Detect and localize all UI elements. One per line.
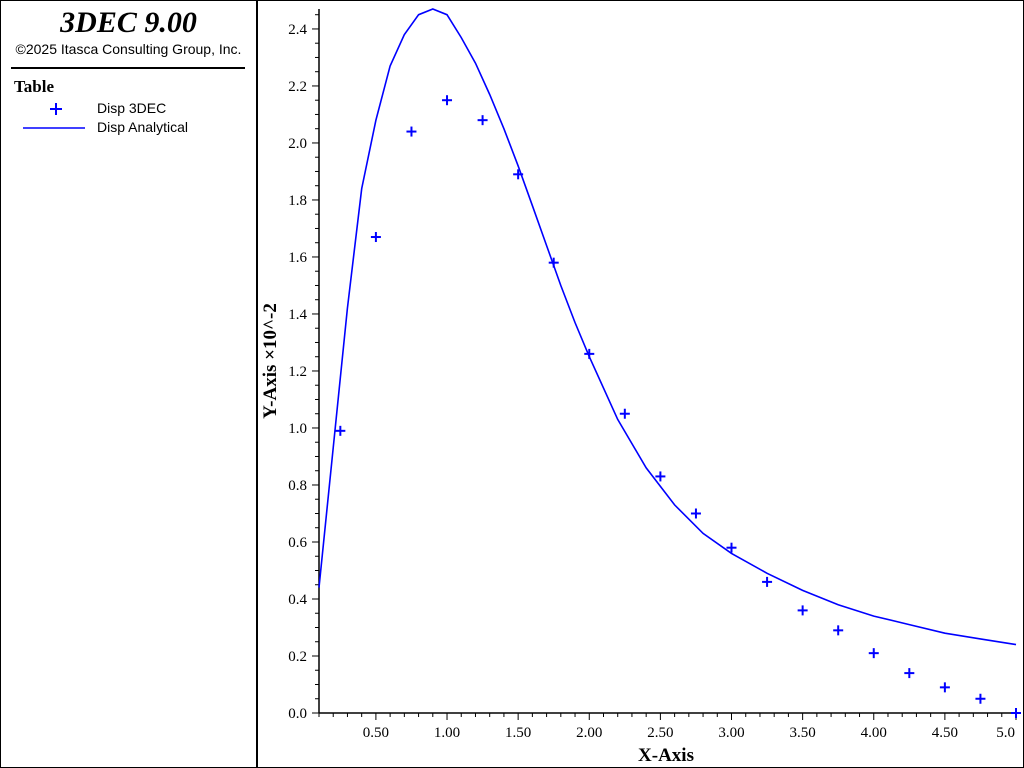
analytical-curve: [318, 8, 1017, 646]
y-tick-label: 2.4: [288, 22, 307, 38]
x-tick-label: 0.50: [363, 725, 389, 741]
x-tick-label: 4.50: [932, 725, 958, 741]
line-icon: [23, 127, 85, 129]
data-point-marker: [584, 348, 595, 359]
legend-panel: 3DEC 9.00 ©2025 Itasca Consulting Group,…: [1, 1, 258, 767]
data-point-marker: [655, 471, 666, 482]
chart-area: 0.50 1.00 1.50 2.00 2.50 3.00 3.50 4.00 4.50 5.0 …: [260, 8, 1021, 766]
x-tick-label: 3.50: [790, 725, 816, 741]
data-point-marker: [975, 693, 986, 704]
title-divider: [11, 67, 245, 69]
x-tick-label: 2.00: [576, 725, 602, 741]
copyright-text: ©2025 Itasca Consulting Group, Inc.: [15, 41, 242, 57]
data-point-marker: [797, 605, 808, 616]
app-title: 3DEC 9.00: [60, 6, 197, 39]
y-tick-label: 2.0: [288, 136, 307, 152]
data-point-marker: [442, 95, 453, 106]
x-tick-label: 5.0: [996, 725, 1015, 741]
data-point-marker: [548, 257, 559, 268]
data-point-marker: [939, 682, 950, 693]
y-tick-label: 1.0: [288, 421, 307, 437]
legend-label-disp-3dec: Disp 3DEC: [97, 100, 167, 116]
data-point-marker: [868, 648, 879, 659]
y-tick-label: 0.2: [288, 649, 307, 665]
x-axis-ticks: 0.50 1.00 1.50 2.00 2.50 3.00 3.50 4.00 4.50 5.0: [318, 713, 1017, 741]
y-tick-label: 0.0: [288, 706, 307, 722]
legend-item-disp-3dec: Disp 3DEC: [21, 99, 251, 119]
data-point-marker: [619, 408, 630, 419]
data-point-marker: [762, 576, 773, 587]
data-point-marker: [833, 625, 844, 636]
plus-marker-icon: [50, 103, 62, 115]
y-tick-label: 0.8: [288, 478, 307, 494]
y-tick-label: 0.6: [288, 535, 307, 551]
y-tick-label: 1.6: [288, 250, 307, 266]
data-point-marker: [1011, 708, 1021, 718]
series-disp-analytical: [318, 8, 1017, 646]
series-disp-3dec: [335, 95, 1021, 718]
y-axis-title: Y-Axis ×10^-2: [260, 303, 281, 419]
y-axis-ticks: 0.0 0.2 0.4 0.6 0.8 1.0 1.2 1.4 1.6 1.8 2.0 2.2 2.4: [288, 14, 319, 722]
x-tick-label: 3.00: [718, 725, 744, 741]
data-point-marker: [477, 115, 488, 126]
x-axis-title: X-Axis: [638, 745, 694, 766]
y-tick-label: 1.2: [288, 364, 307, 380]
axes: [318, 9, 1016, 714]
data-point-marker: [690, 508, 701, 519]
x-tick-label: 1.50: [505, 725, 531, 741]
legend-label-disp-analytical: Disp Analytical: [97, 119, 189, 135]
x-tick-label: 1.00: [434, 725, 460, 741]
y-tick-label: 1.4: [288, 307, 307, 323]
y-tick-label: 0.4: [288, 592, 307, 608]
data-point-marker: [513, 169, 524, 180]
data-point-marker: [335, 425, 346, 436]
data-point-marker: [370, 232, 381, 243]
data-point-marker: [406, 126, 417, 137]
data-point-marker: [904, 668, 915, 679]
legend-item-disp-analytical: Disp Analytical: [21, 118, 251, 138]
y-tick-label: 1.8: [288, 193, 307, 209]
data-point-marker: [726, 542, 737, 553]
y-tick-label: 2.2: [288, 79, 307, 95]
x-tick-label: 2.50: [647, 725, 673, 741]
legend-title: Table: [14, 77, 55, 96]
x-tick-label: 4.00: [861, 725, 887, 741]
